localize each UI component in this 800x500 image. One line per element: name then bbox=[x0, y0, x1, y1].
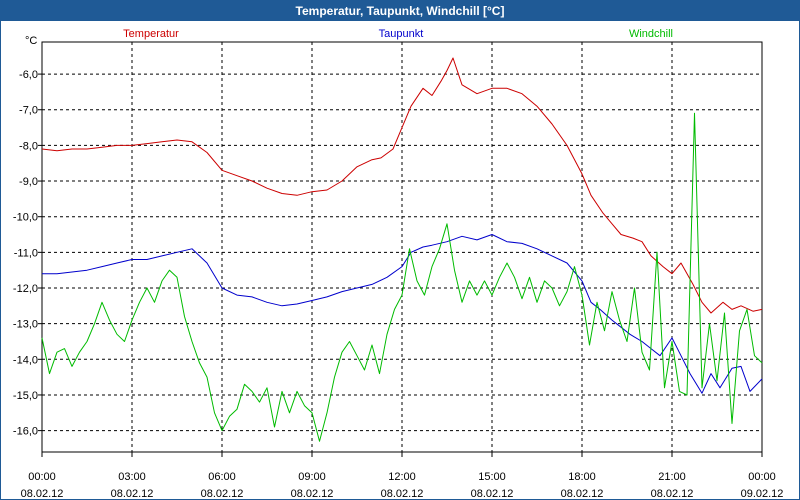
y-tick-label: -12,0 bbox=[13, 283, 38, 295]
y-tick-label: -14,0 bbox=[13, 354, 38, 366]
x-tick-date: 08.02.12 bbox=[651, 488, 694, 499]
legend-entry-temperatur: Temperatur bbox=[123, 28, 179, 40]
grid-lines bbox=[42, 42, 762, 452]
x-tick-date: 08.02.12 bbox=[561, 488, 604, 499]
series-line-windchill bbox=[41, 112, 763, 442]
x-tick-date: 08.02.12 bbox=[471, 488, 514, 499]
x-tick-time: 00:00 bbox=[28, 471, 56, 483]
y-tick-label: -7,0 bbox=[19, 105, 38, 117]
y-tick-label: -16,0 bbox=[13, 426, 38, 438]
legend-entry-taupunkt: Taupunkt bbox=[379, 28, 424, 40]
x-tick-time: 03:00 bbox=[118, 471, 146, 483]
x-tick-date: 08.02.12 bbox=[201, 488, 244, 499]
y-axis: °C -6,0 -7,0 -8,0 -9,0 -10,0 -11,0 -12,0 -13,0 -… bbox=[13, 35, 42, 438]
x-tick-time: 15:00 bbox=[478, 471, 506, 483]
y-tick-label: -11,0 bbox=[14, 247, 38, 259]
y-tick-label: -13,0 bbox=[13, 319, 38, 331]
y-tick-label: -15,0 bbox=[13, 390, 38, 402]
x-tick-time: 21:00 bbox=[658, 471, 686, 483]
x-tick-date: 08.02.12 bbox=[21, 488, 64, 499]
x-tick-time: 09:00 bbox=[298, 471, 326, 483]
x-tick-time: 06:00 bbox=[208, 471, 236, 483]
series-lines bbox=[41, 57, 763, 442]
x-tick-date: 08.02.12 bbox=[111, 488, 154, 499]
y-tick-label: -10,0 bbox=[13, 212, 38, 224]
x-tick-date: 09.02.12 bbox=[741, 488, 784, 499]
line-chart: °C -6,0 -7,0 -8,0 -9,0 -10,0 -11,0 -12,0 -13,0 -… bbox=[13, 28, 784, 499]
series-line-temperatur bbox=[41, 57, 763, 314]
x-tick-time: 12:00 bbox=[388, 471, 416, 483]
legend-entry-windchill: Windchill bbox=[629, 28, 673, 40]
x-tick-date: 08.02.12 bbox=[291, 488, 334, 499]
y-tick-label: -6,0 bbox=[19, 69, 38, 81]
x-axis: 00:00 08.02.12 03:00 08.02.12 06:00 08.02.12 0… bbox=[21, 452, 784, 499]
x-tick-date: 08.02.12 bbox=[381, 488, 424, 499]
legend: Temperatur Taupunkt Windchill bbox=[123, 28, 673, 40]
window-title: Temperatur, Taupunkt, Windchill [°C] bbox=[1, 1, 799, 21]
x-tick-time: 00:00 bbox=[748, 471, 776, 483]
series-line-taupunkt bbox=[42, 234, 763, 394]
y-tick-label: -8,0 bbox=[19, 140, 38, 152]
x-tick-time: 18:00 bbox=[568, 471, 596, 483]
y-axis-unit: °C bbox=[25, 35, 37, 47]
y-tick-label: -9,0 bbox=[19, 176, 38, 188]
